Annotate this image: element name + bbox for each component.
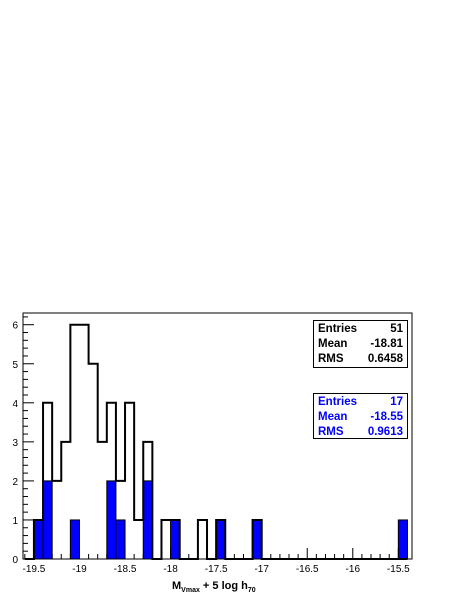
x-tick-label: -16 [346,564,361,575]
bar-selected [142,480,153,560]
x-axis: -19.5 -19 -18.5 -18 -17.5 -17 -16.5 -16 -15.5 [23,548,410,575]
stats-entries-label: Entries [318,396,357,408]
y-tick-label: 1 [12,516,18,527]
stats-box-selected: Entries 17 Mean -18.55 RMS 0.9613 [313,393,408,439]
stats-rms-value: 0.9613 [367,426,403,438]
x-title-sub2: 70 [247,587,256,595]
y-tick-label: 6 [12,321,18,332]
stats-rms-label: RMS [318,426,344,438]
x-title-main: M [172,580,182,592]
x-tick-label: -19 [72,564,87,575]
x-tick-label: -19.5 [23,564,46,575]
stats-box-all: Entries 51 Mean -18.81 RMS 0.6458 [313,320,408,368]
x-tick-label: -17.5 [205,564,228,575]
stats-mean-label: Mean [318,411,348,423]
bar-selected [106,480,117,560]
y-axis: 0 1 2 3 4 5 6 [12,316,34,566]
x-title-sub1: Vmax [181,587,200,595]
bar-selected [397,519,408,560]
y-tick-label: 5 [12,360,18,371]
stats-mean-label: Mean [318,338,348,350]
bar-selected [170,519,181,560]
y-tick-label: 0 [12,555,18,566]
x-tick-label: -16.5 [296,564,319,575]
plot-frame [22,312,413,560]
y-tick-label: 3 [12,438,18,449]
stats-rms-value: 0.6458 [367,353,403,365]
stats-mean-value: -18.81 [370,338,403,350]
bar-selected [252,519,263,560]
bar-selected [69,519,80,560]
x-tick-label: -17 [254,564,269,575]
x-tick-label: -18.5 [114,564,137,575]
stats-rms-label: RMS [318,353,344,365]
stats-mean-value: -18.55 [370,411,403,423]
stats-entries-value: 17 [390,396,403,408]
x-title-mid: + 5 log h [199,580,248,592]
bar-selected [115,519,126,560]
y-tick-label: 2 [12,477,18,488]
x-axis-title: MVmax + 5 log h70 [172,580,256,594]
bar-selected [33,519,44,560]
bar-selected [215,519,226,560]
stats-entries-label: Entries [318,323,357,335]
y-tick-label: 4 [12,399,18,410]
x-tick-label: -18 [163,564,178,575]
stats-entries-value: 51 [390,323,403,335]
x-tick-label: -15.5 [387,564,410,575]
bar-selected [42,480,53,560]
